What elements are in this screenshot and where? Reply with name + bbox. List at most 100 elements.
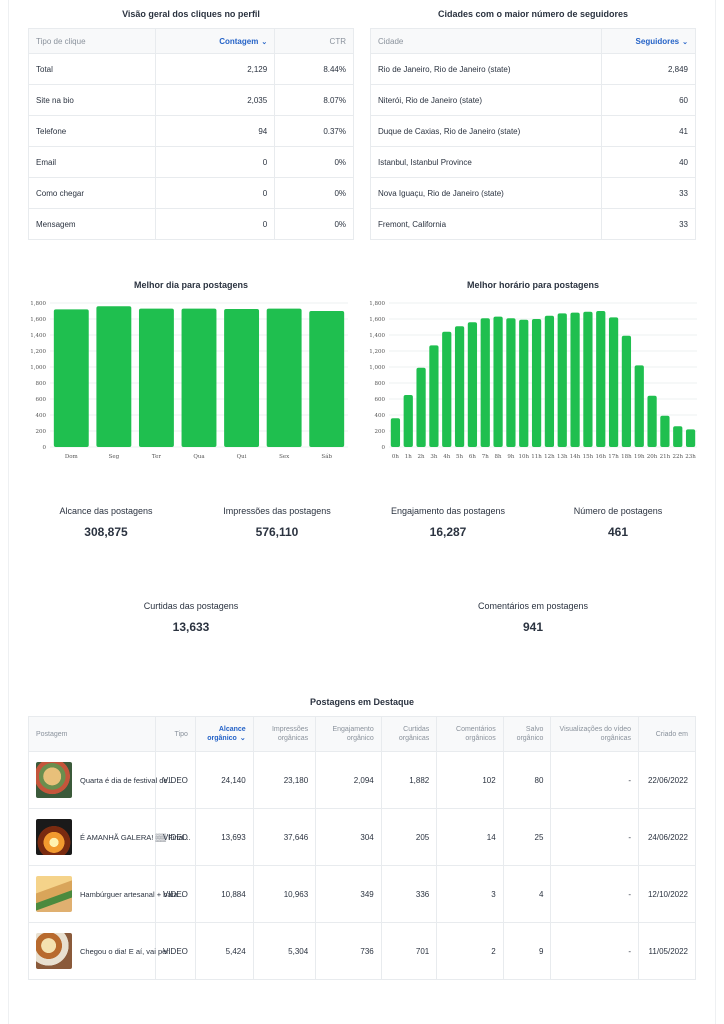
fire-grill-thumb[interactable] [36,819,72,855]
dishes-table-thumb[interactable] [36,933,72,969]
bar-13h[interactable] [557,313,567,447]
bar-9h[interactable] [506,318,516,447]
bar-10h[interactable] [519,319,529,447]
kpi-value: 941 [522,620,544,634]
table-row: Mensagem 0 0% [28,208,354,240]
bar-Qua[interactable] [181,308,217,447]
kpi-comentarios: Comentários em postagens 941 [443,601,623,634]
column-header-seguidores[interactable]: Seguidores ⌄ [601,28,696,54]
column-header-criado[interactable]: Criado em [638,716,696,752]
bar-11h[interactable] [531,319,542,447]
cell: 0% [274,146,354,178]
column-header-impressoes[interactable]: Impressões orgânicas [252,716,317,752]
kpi-value: 13,633 [172,620,210,634]
cell: 10,963 [252,865,317,923]
table-row[interactable]: Quarta é dia de festival de... VIDEO 24,14… [28,751,696,809]
x-tick-label: 21h [660,454,671,460]
bar-Qui[interactable] [224,309,260,447]
x-tick-label: Seg [109,454,120,460]
cell: 2,094 [315,751,382,809]
column-header-tipo[interactable]: Tipo de clique [28,28,156,54]
person-burger-thumb[interactable] [36,876,72,912]
kpi-value: 576,110 [255,525,299,539]
posts-title: Postagens em Destaque [309,697,415,707]
post-cell[interactable]: Chegou o dia! E aí, vai per... [28,922,175,980]
bar-5h[interactable] [454,326,465,447]
chevron-down-icon: ⌄ [239,735,246,742]
x-tick-label: 2h [418,454,425,460]
cell: 4 [502,865,552,923]
post-caption[interactable]: Chegou o dia! E aí, vai per... [80,946,175,956]
bar-Seg[interactable] [96,306,132,447]
bar-12h[interactable] [544,315,555,447]
bar-8h[interactable] [493,316,503,447]
post-cell[interactable]: Hambúrguer artesanal + bata... [28,865,185,923]
post-caption[interactable]: É AMANHÃ GALERA! ▒▒ Final... [80,832,191,842]
column-header-curtidas[interactable]: Curtidas orgânicas [380,716,438,752]
bar-16h[interactable] [596,311,606,447]
bar-1h[interactable] [403,395,413,447]
bar-18h[interactable] [621,335,632,447]
post-cell[interactable]: Quarta é dia de festival de... [28,751,174,809]
bar-15h[interactable] [583,311,593,447]
column-header-postagem[interactable]: Postagem [28,716,156,752]
bar-2h[interactable] [416,367,426,447]
cell: Fremont, California [369,208,603,240]
food-plate-thumb[interactable] [36,762,72,798]
bar-Sex[interactable] [266,308,302,447]
y-tick-label: 1,200 [369,349,385,355]
bar-3h[interactable] [429,345,439,447]
cell: 0 [154,146,276,178]
cell: 25 [502,808,552,866]
column-header-engajamento[interactable]: Engajamento orgânico [315,716,382,752]
column-header-salvo[interactable]: Salvo orgânico [502,716,552,752]
kpi-engajamento: Engajamento das postagens 16,287 [358,506,538,539]
post-caption[interactable]: Quarta é dia de festival de... [80,775,174,785]
table-row: Site na bio 2,035 8.07% [28,84,354,116]
column-header-alcance[interactable]: Alcance orgânico ⌄ [194,716,254,752]
column-header-ctr[interactable]: CTR [274,28,354,54]
cell: 14 [436,808,504,866]
cell: 336 [380,865,438,923]
bar-14h[interactable] [570,312,580,447]
x-tick-label: 4h [443,454,450,460]
table-row[interactable]: Chegou o dia! E aí, vai per... VIDEO 5,424… [28,922,696,980]
bar-6h[interactable] [467,322,478,447]
post-caption[interactable]: Hambúrguer artesanal + bata... [80,889,185,899]
cell: 2,035 [154,84,276,116]
table-row[interactable]: É AMANHÃ GALERA! ▒▒ Final... VIDEO 13,693 3… [28,808,696,866]
cell: - [550,808,640,866]
post-cell[interactable]: É AMANHÃ GALERA! ▒▒ Final... [28,808,191,866]
bar-Ter[interactable] [138,308,174,447]
bar-17h[interactable] [608,317,619,447]
cell: 33 [601,177,696,209]
cities-title: Cidades com o maior número de seguidores [437,9,629,19]
cell: 2,849 [601,53,696,85]
bar-Dom[interactable] [53,309,89,447]
column-header-contagem[interactable]: Contagem ⌄ [154,28,276,54]
table-row: Telefone 94 0.37% [28,115,354,147]
bar-20h[interactable] [647,395,657,447]
bar-22h[interactable] [673,426,683,447]
column-header-comentarios[interactable]: Comentários orgânicos [436,716,504,752]
table-row[interactable]: Hambúrguer artesanal + bata... VIDEO 10,88… [28,865,696,923]
column-header-label: Alcance orgânico [207,726,246,742]
column-header-cidade[interactable]: Cidade [369,28,603,54]
cell: 8.07% [274,84,354,116]
y-tick-label: 800 [36,381,47,387]
x-tick-label: 10h [518,454,529,460]
clicks-table: Tipo de clique Contagem ⌄ CTR Total 2,129 8… [28,28,354,240]
cell: 94 [154,115,276,147]
bar-21h[interactable] [660,415,670,447]
bar-23h[interactable] [685,429,696,447]
bar-4h[interactable] [442,331,452,447]
bar-19h[interactable] [634,365,644,447]
bar-7h[interactable] [480,318,490,447]
kpi-label: Comentários em postagens [477,601,589,611]
column-header-tipo[interactable]: Tipo [155,716,196,752]
cell: Duque de Caxias, Rio de Janeiro (state) [369,115,603,147]
bar-0h[interactable] [390,418,401,447]
bar-Sáb[interactable] [309,311,345,447]
x-tick-label: Qua [193,454,205,460]
column-header-visualizacoes[interactable]: Visualizações do vídeo orgânicas [550,716,640,752]
